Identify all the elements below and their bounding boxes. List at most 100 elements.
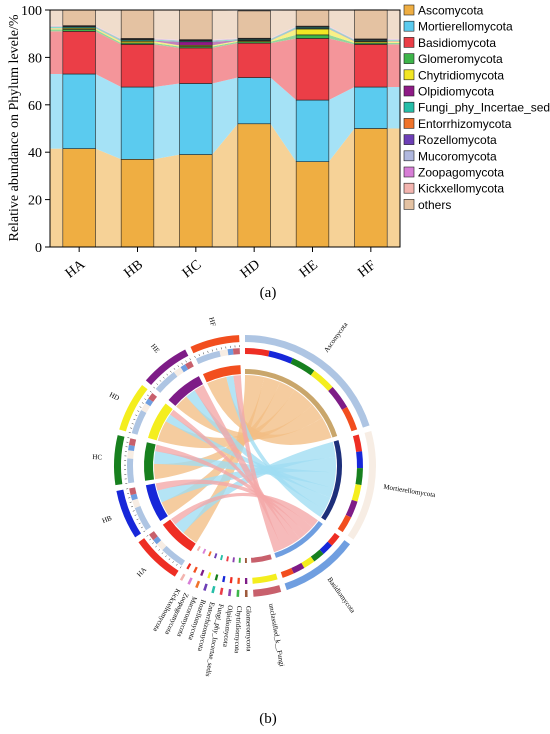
bar-edge-band bbox=[50, 73, 63, 149]
legend-swatch bbox=[403, 118, 415, 129]
bar-link-band bbox=[95, 28, 122, 43]
phylum-inner-arc bbox=[226, 556, 229, 562]
bar-link-band bbox=[153, 39, 180, 41]
bar-segment bbox=[237, 77, 271, 125]
sample-composition-arc bbox=[227, 348, 234, 356]
plot-frame bbox=[49, 9, 401, 248]
ring-tick bbox=[181, 362, 183, 365]
y-tick-label: 0 bbox=[35, 241, 42, 256]
bar-link-band bbox=[212, 38, 238, 41]
ring-tick bbox=[149, 538, 152, 541]
phylum-outer-arc bbox=[211, 585, 216, 594]
bar-link-band bbox=[153, 39, 180, 42]
x-tick-label: HA bbox=[63, 257, 89, 282]
sample-composition-arc bbox=[145, 398, 154, 407]
phylum-composition-arc bbox=[214, 574, 219, 581]
bar-link-band bbox=[328, 28, 355, 43]
bar-edge-band bbox=[387, 9, 400, 39]
bar-link-band bbox=[270, 27, 297, 40]
sample-outer-arc bbox=[190, 335, 240, 354]
phylum-composition-arc bbox=[310, 549, 324, 562]
bar-link-band bbox=[328, 26, 355, 40]
bar-link-band bbox=[212, 40, 238, 46]
ring-tick bbox=[129, 501, 132, 503]
bar-edge-band bbox=[387, 42, 400, 45]
bar-link-band bbox=[328, 27, 355, 41]
bar-edge-band bbox=[50, 31, 63, 74]
legend-label: Kickxellomycota bbox=[418, 182, 504, 196]
bar-segment bbox=[179, 154, 213, 248]
bar-link-band bbox=[95, 28, 122, 42]
bar-link-band bbox=[328, 128, 355, 247]
phylum-outer-arc bbox=[227, 588, 232, 597]
bar-link-band bbox=[270, 10, 297, 39]
phylum-composition-arc bbox=[252, 573, 278, 584]
sample-composition-arc bbox=[129, 487, 137, 496]
bar-link-band bbox=[153, 42, 180, 48]
sample-composition-arc bbox=[195, 350, 221, 365]
chord-ribbon bbox=[194, 385, 294, 549]
bar-link-band bbox=[328, 27, 355, 42]
legend-label: Rozellomycota bbox=[418, 133, 497, 147]
sample-outer-arc bbox=[114, 435, 125, 486]
phylum-composition-arc bbox=[328, 386, 348, 410]
sample-label: HC bbox=[92, 453, 102, 461]
legend-label: Glomeromycota bbox=[418, 52, 503, 66]
bar-link-band bbox=[153, 38, 180, 41]
phylum-composition-arc bbox=[280, 567, 294, 578]
bar-segment bbox=[295, 34, 330, 39]
bar-link-band bbox=[212, 40, 238, 47]
bar-edge-band bbox=[387, 128, 400, 247]
bar-edge-band bbox=[387, 41, 400, 43]
bar-edge-band bbox=[50, 28, 63, 30]
sample-composition-arc bbox=[153, 536, 162, 545]
bar-link-band bbox=[212, 123, 238, 247]
phylum-label: Ascomycota bbox=[322, 320, 350, 354]
legend-swatch bbox=[403, 85, 415, 97]
bar-link-band bbox=[212, 77, 238, 155]
y-tick-label: 20 bbox=[28, 194, 42, 209]
phylum-composition-arc bbox=[222, 575, 226, 583]
phylum-composition-arc bbox=[244, 577, 248, 584]
ring-tick bbox=[146, 394, 149, 397]
sample-inner-arc bbox=[144, 442, 156, 481]
bar-link-band bbox=[270, 26, 297, 40]
bar-link-band bbox=[270, 28, 297, 42]
ring-tick bbox=[141, 402, 144, 404]
ring-tick bbox=[202, 352, 205, 355]
ring-tick bbox=[152, 542, 154, 544]
sample-composition-arc bbox=[131, 410, 147, 435]
phylum-outer-arc bbox=[179, 573, 186, 581]
bar-link-band bbox=[270, 34, 297, 44]
phylum-inner-arc bbox=[274, 520, 323, 558]
ring-tick bbox=[173, 367, 176, 370]
bar-edge-band bbox=[50, 148, 63, 247]
bar-link-band bbox=[270, 38, 297, 101]
phylum-composition-arc bbox=[319, 541, 333, 555]
phylum-outer-arc bbox=[244, 589, 248, 597]
phylum-composition-arc bbox=[337, 514, 352, 533]
ring-tick bbox=[155, 545, 157, 548]
phylum-label: Basidiomycota bbox=[326, 576, 358, 615]
ring-tick bbox=[128, 432, 131, 434]
phylum-composition-arc bbox=[229, 577, 233, 584]
bar-series-group bbox=[50, 9, 400, 248]
ring-tick bbox=[161, 552, 164, 555]
legend-swatch bbox=[403, 20, 415, 32]
bar-segment bbox=[237, 42, 271, 78]
ring-tick bbox=[198, 354, 200, 357]
ring-tick bbox=[128, 497, 131, 499]
bar-segment bbox=[62, 9, 96, 26]
phylum-inner-arc bbox=[321, 440, 342, 521]
phylum-composition-arc bbox=[207, 572, 212, 579]
phylum-outer-arc bbox=[236, 589, 240, 597]
phylum-inner-arc bbox=[208, 551, 212, 557]
ring-tick bbox=[166, 373, 169, 376]
phylum-inner-arc bbox=[238, 557, 241, 563]
ring-tick bbox=[162, 376, 165, 379]
ring-tick bbox=[168, 558, 171, 561]
ring-tick bbox=[149, 390, 152, 393]
bar-link-band bbox=[95, 26, 122, 40]
ring-tick bbox=[131, 506, 134, 508]
phylum-outer-arc bbox=[253, 585, 282, 597]
